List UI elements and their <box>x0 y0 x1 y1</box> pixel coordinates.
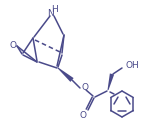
Text: O: O <box>80 111 86 120</box>
Text: O: O <box>10 40 17 49</box>
Text: N: N <box>48 8 54 18</box>
Text: OH: OH <box>125 60 139 70</box>
Polygon shape <box>58 68 74 82</box>
Text: H: H <box>52 4 58 13</box>
Text: O: O <box>82 83 89 91</box>
Polygon shape <box>107 74 114 90</box>
